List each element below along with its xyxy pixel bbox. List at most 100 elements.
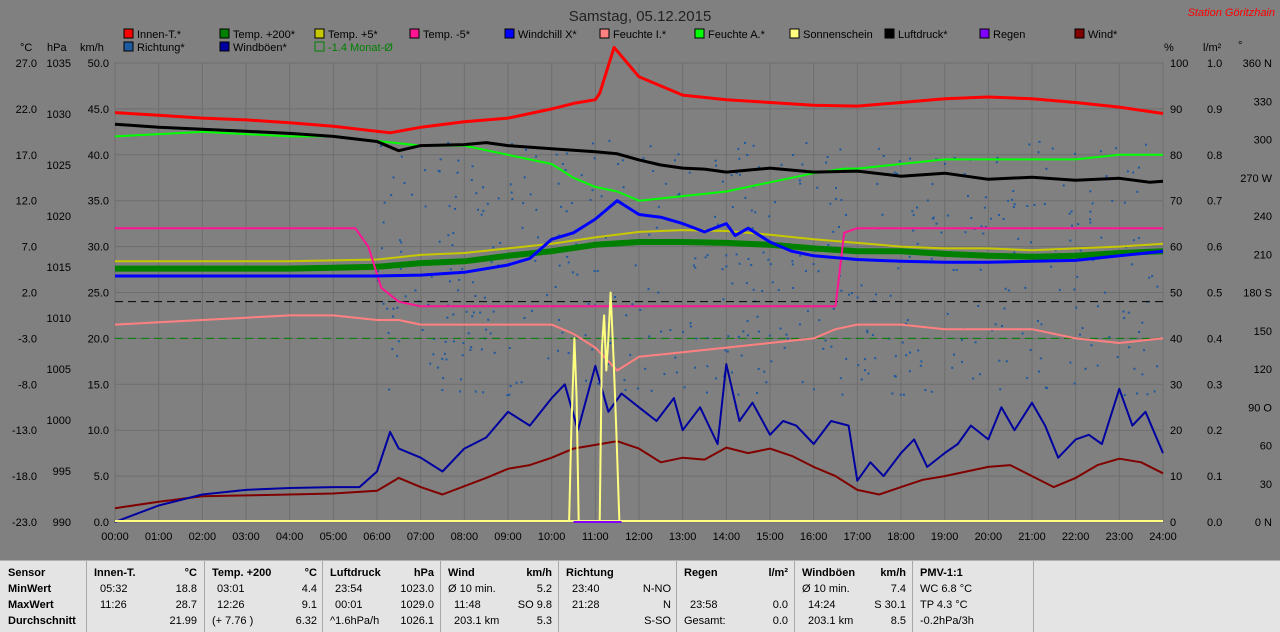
direction-point	[593, 269, 596, 272]
direction-point	[972, 377, 975, 380]
direction-point	[756, 315, 759, 318]
direction-point	[451, 244, 454, 247]
direction-point	[458, 278, 461, 281]
direction-point	[621, 159, 624, 162]
direction-point	[441, 357, 444, 360]
x-tick-label: 05:00	[320, 531, 348, 543]
direction-point	[694, 257, 697, 260]
direction-point	[1156, 285, 1159, 288]
rain-tick-label: 0.0	[1207, 517, 1222, 529]
direction-point	[877, 147, 880, 150]
direction-point	[761, 289, 764, 292]
direction-point	[381, 247, 384, 250]
direction-point	[509, 384, 512, 387]
direction-point	[894, 375, 897, 378]
direction-point	[834, 186, 837, 189]
kmh-tick-label: 35.0	[88, 196, 109, 208]
direction-point	[738, 157, 741, 160]
direction-point	[525, 148, 528, 151]
direction-point	[508, 347, 511, 350]
direction-point	[731, 206, 734, 209]
direction-point	[1099, 150, 1102, 153]
direction-point	[593, 157, 596, 160]
direction-point	[509, 183, 512, 186]
direction-point	[482, 391, 485, 394]
direction-point	[489, 332, 492, 335]
direction-point	[459, 390, 462, 393]
direction-point	[655, 226, 658, 229]
percent-tick-label: 60	[1170, 242, 1182, 254]
direction-tick-label: 0 N	[1255, 517, 1272, 529]
direction-point	[675, 371, 678, 374]
direction-tick-label: 270 W	[1240, 173, 1272, 185]
direction-point	[856, 296, 859, 299]
x-tick-label: 19:00	[931, 531, 959, 543]
direction-point	[677, 193, 680, 196]
direction-point	[783, 346, 786, 349]
direction-point	[896, 172, 899, 175]
direction-point	[738, 173, 741, 176]
direction-point	[557, 234, 560, 237]
direction-point	[561, 162, 564, 165]
direction-point	[452, 313, 455, 316]
direction-point	[634, 264, 637, 267]
stats-unit-wind: km/h	[526, 567, 552, 579]
direction-point	[822, 347, 825, 350]
direction-point	[1062, 184, 1065, 187]
direction-point	[786, 337, 789, 340]
direction-point	[534, 259, 537, 262]
hpa-tick-label: 1015	[47, 262, 71, 274]
x-tick-label: 08:00	[451, 531, 479, 543]
direction-point	[721, 180, 724, 183]
direction-point	[722, 298, 725, 301]
legend-swatch	[1074, 28, 1085, 39]
direction-point	[812, 263, 815, 266]
direction-point	[998, 214, 1001, 217]
direction-point	[966, 194, 969, 197]
direction-point	[584, 334, 587, 337]
chart-title: Samstag, 05.12.2015	[569, 8, 712, 25]
direction-point	[1090, 344, 1093, 347]
direction-point	[636, 387, 639, 390]
direction-point	[1017, 237, 1020, 240]
direction-point	[596, 269, 599, 272]
direction-point	[940, 231, 943, 234]
direction-tick-label: 30	[1260, 479, 1272, 491]
stats-unit-luftdruck: hPa	[413, 567, 434, 579]
direction-point	[427, 303, 430, 306]
direction-point	[746, 334, 749, 337]
direction-point	[894, 355, 897, 358]
legend-swatch	[409, 28, 420, 39]
direction-point	[1143, 349, 1146, 352]
innen-max-time: 11:26	[100, 599, 127, 611]
direction-point	[625, 314, 628, 317]
direction-point	[1123, 317, 1126, 320]
direction-point	[801, 163, 804, 166]
direction-point	[660, 330, 663, 333]
direction-point	[731, 282, 734, 285]
direction-point	[785, 333, 788, 336]
direction-point	[1136, 392, 1139, 395]
direction-point	[984, 196, 987, 199]
direction-point	[905, 322, 908, 325]
legend-label: Windchill X*	[518, 29, 577, 41]
wind-max-val: SO 9.8	[517, 599, 552, 611]
temp200-min-time: 03:01	[217, 583, 245, 595]
direction-point	[446, 316, 449, 319]
direction-point	[755, 392, 758, 395]
direction-point	[1069, 239, 1072, 242]
direction-point	[1075, 306, 1078, 309]
direction-point	[689, 325, 692, 328]
direction-point	[845, 213, 848, 216]
direction-point	[1141, 321, 1144, 324]
direction-point	[706, 254, 709, 257]
row-label-max: MaxWert	[8, 599, 54, 611]
stats-header-sensor: Sensor	[8, 567, 46, 579]
direction-point	[475, 192, 478, 195]
legend-swatch	[884, 28, 895, 39]
direction-point	[762, 251, 765, 254]
hpa-tick-label: 995	[53, 466, 71, 478]
direction-point	[832, 230, 835, 233]
direction-point	[492, 246, 495, 249]
direction-point	[497, 197, 500, 200]
